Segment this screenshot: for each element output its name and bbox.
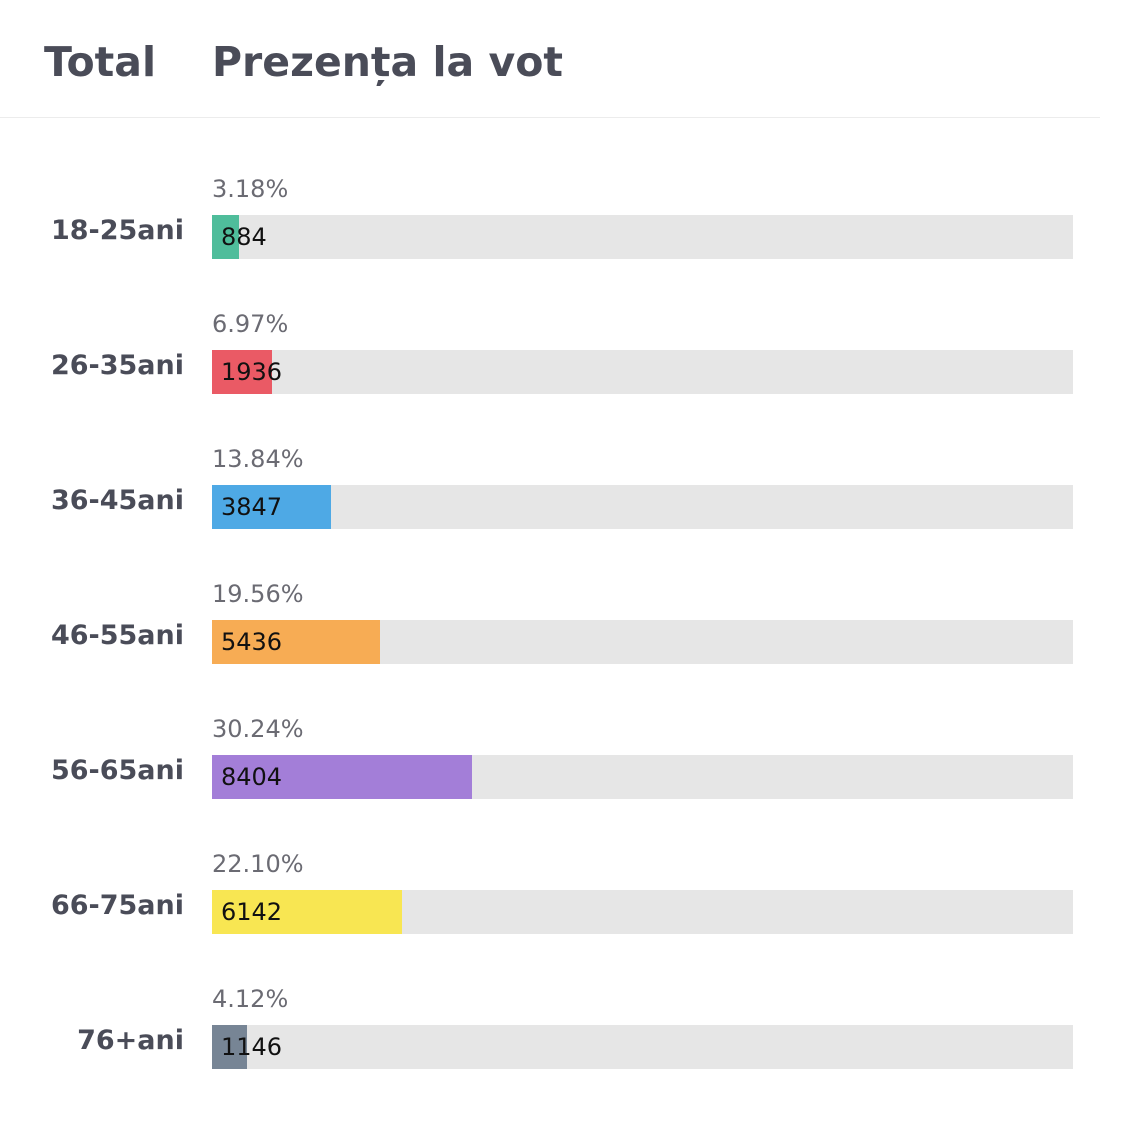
- bar-track: 6142: [212, 890, 1073, 934]
- percent-label: 22.10%: [212, 850, 304, 878]
- category-label: 66-75ani: [50, 890, 184, 921]
- percent-label: 3.18%: [212, 175, 289, 203]
- bar-track: 884: [212, 215, 1073, 259]
- bar-track: 1936: [212, 350, 1073, 394]
- value-label: 884: [221, 223, 267, 251]
- bar-row: 30.24% 56-65ani 8404: [0, 715, 1128, 815]
- bar-row: 3.18% 18-25ani 884: [0, 175, 1128, 275]
- value-label: 6142: [221, 898, 283, 926]
- value-label: 3847: [221, 493, 283, 521]
- category-label: 18-25ani: [50, 215, 184, 246]
- value-label: 5436: [221, 628, 283, 656]
- bar-track: 5436: [212, 620, 1073, 664]
- bar: [212, 485, 331, 529]
- bar-track: 1146: [212, 1025, 1073, 1069]
- bar: [212, 1025, 247, 1069]
- value-label: 1146: [221, 1033, 283, 1061]
- chart-title: Prezența la vot: [212, 38, 563, 86]
- category-label: 36-45ani: [50, 485, 184, 516]
- percent-label: 30.24%: [212, 715, 304, 743]
- value-label: 8404: [221, 763, 283, 791]
- category-label: 26-35ani: [50, 350, 184, 381]
- bar-row: 22.10% 66-75ani 6142: [0, 850, 1128, 950]
- value-label: 1936: [221, 358, 283, 386]
- bar-row: 13.84% 36-45ani 3847: [0, 445, 1128, 545]
- total-label: Total: [43, 38, 156, 86]
- bar: [212, 620, 380, 664]
- bar-track: 3847: [212, 485, 1073, 529]
- percent-label: 6.97%: [212, 310, 289, 338]
- bar: [212, 215, 239, 259]
- bar: [212, 890, 402, 934]
- chart-header: Total Prezența la vot: [0, 0, 1100, 118]
- category-label: 56-65ani: [50, 755, 184, 786]
- percent-label: 13.84%: [212, 445, 304, 473]
- category-label: 76+ani: [77, 1025, 184, 1056]
- category-label: 46-55ani: [50, 620, 184, 651]
- bar: [212, 350, 272, 394]
- percent-label: 4.12%: [212, 985, 289, 1013]
- bar: [212, 755, 472, 799]
- percent-label: 19.56%: [212, 580, 304, 608]
- bar-row: 4.12% 76+ani 1146: [0, 985, 1128, 1085]
- bar-track: 8404: [212, 755, 1073, 799]
- bar-row: 19.56% 46-55ani 5436: [0, 580, 1128, 680]
- bar-row: 6.97% 26-35ani 1936: [0, 310, 1128, 410]
